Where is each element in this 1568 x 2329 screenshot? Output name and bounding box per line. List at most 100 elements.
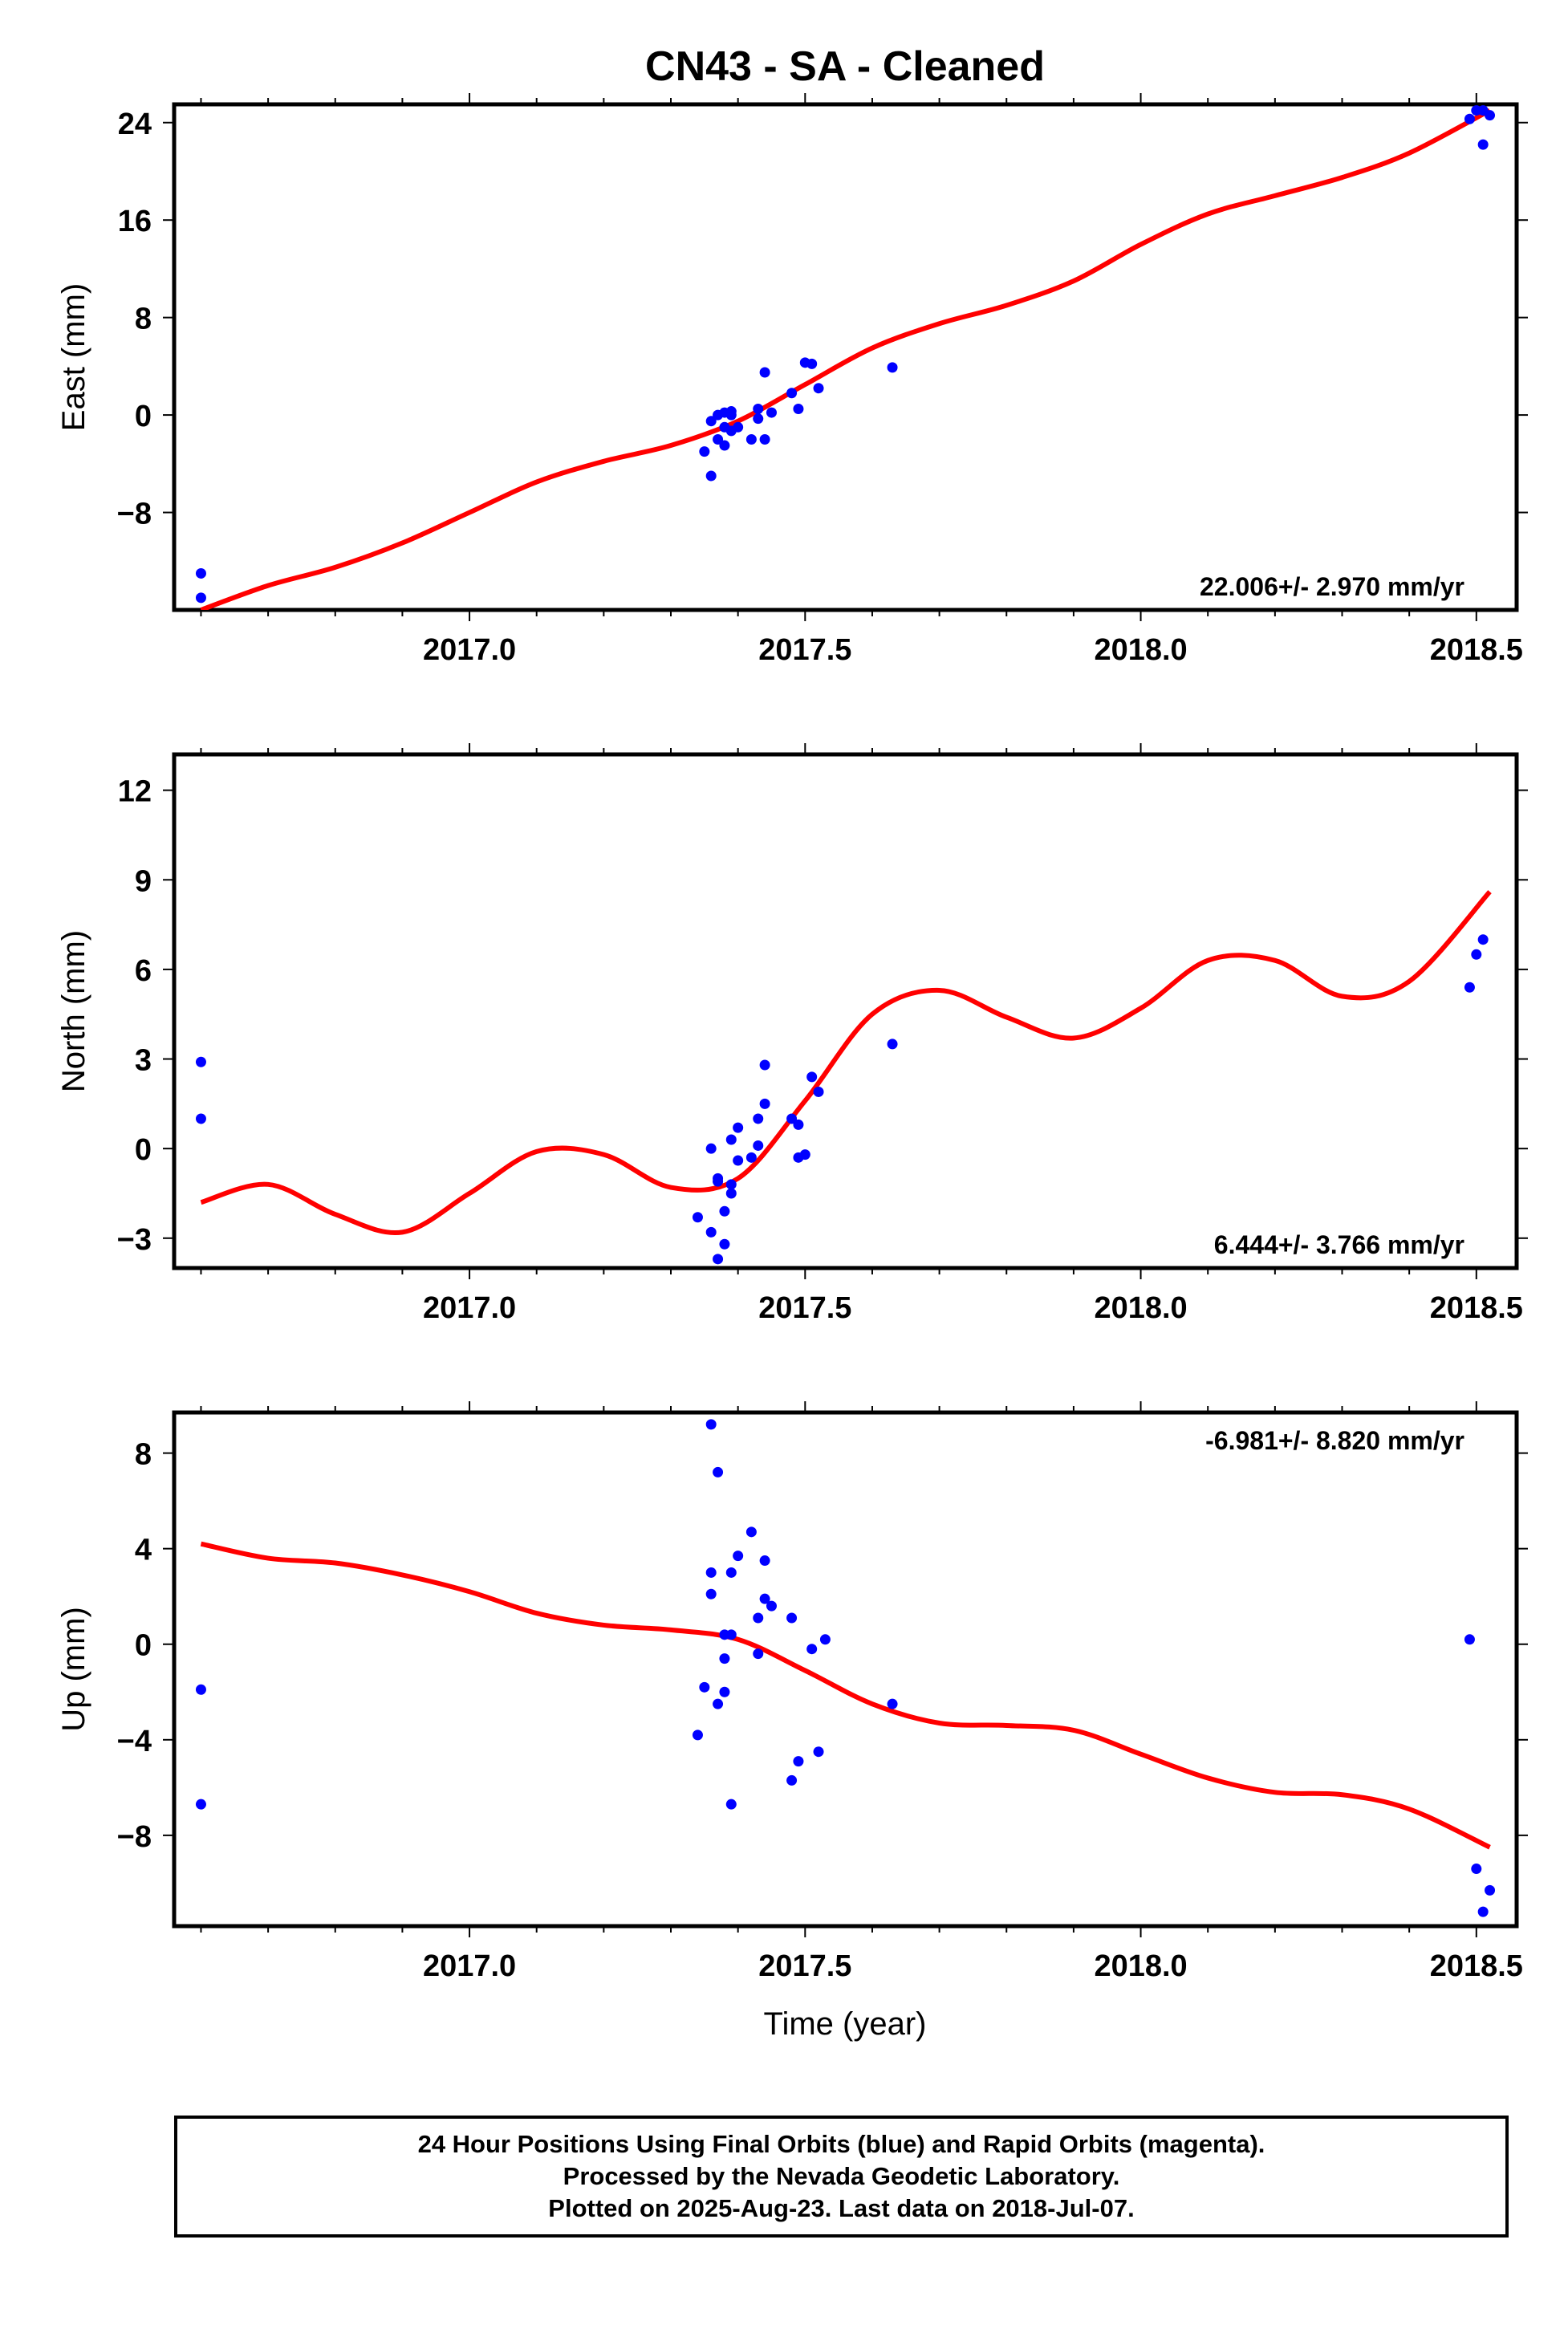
up-data-point bbox=[719, 1653, 730, 1664]
up-data-point bbox=[753, 1612, 764, 1624]
up-data-point bbox=[786, 1612, 798, 1624]
up-data-point bbox=[759, 1555, 770, 1567]
east-data-point bbox=[195, 592, 206, 604]
east-x-tick-label: 2017.5 bbox=[758, 633, 851, 667]
east-data-point bbox=[705, 416, 717, 427]
up-fit-curve bbox=[200, 1541, 1491, 1850]
north-data-point bbox=[725, 1134, 737, 1145]
up-data-point bbox=[1464, 1634, 1475, 1645]
east-data-point bbox=[786, 388, 798, 399]
north-data-point bbox=[705, 1226, 717, 1238]
north-x-tick-label: 2017.0 bbox=[423, 1291, 516, 1325]
east-x-tick-label: 2017.0 bbox=[423, 633, 516, 667]
up-y-tick-label: −4 bbox=[117, 1725, 152, 1758]
north-y-tick-label: 0 bbox=[135, 1133, 152, 1167]
x-axis-label: Time (year) bbox=[764, 2006, 927, 2042]
north-y-tick-label: −3 bbox=[117, 1223, 152, 1257]
north-data-point bbox=[793, 1119, 804, 1130]
up-x-tick-label: 2018.5 bbox=[1430, 1949, 1523, 1983]
north-data-point bbox=[705, 1143, 717, 1154]
north-data-point bbox=[1477, 934, 1489, 945]
east-data-point bbox=[733, 421, 744, 433]
north-y-axis-label: North (mm) bbox=[56, 930, 91, 1092]
figure-title: CN43 - SA - Cleaned bbox=[645, 43, 1045, 90]
north-data-point bbox=[713, 1176, 724, 1187]
east-data-point bbox=[705, 470, 717, 482]
up-data-point bbox=[713, 1698, 724, 1709]
east-data-point bbox=[1464, 113, 1475, 124]
north-y-tick-label: 9 bbox=[135, 864, 152, 898]
up-data-point bbox=[705, 1567, 717, 1578]
footer-line-dates: Plotted on 2025-Aug-23. Last data on 201… bbox=[548, 2194, 1135, 2222]
north-data-point bbox=[753, 1113, 764, 1124]
east-data-point bbox=[759, 367, 770, 378]
north-data-point bbox=[719, 1238, 730, 1250]
north-data-layer bbox=[195, 890, 1492, 1265]
east-data-point bbox=[753, 404, 764, 415]
up-data-point bbox=[719, 1686, 730, 1697]
up-velocity-label: -6.981+/- 8.820 mm/yr bbox=[1205, 1426, 1464, 1455]
east-data-point bbox=[1477, 139, 1489, 150]
north-data-point bbox=[799, 1149, 810, 1160]
processing-note-box: 24 Hour Positions Using Final Orbits (bl… bbox=[174, 2116, 1509, 2238]
east-data-point bbox=[793, 404, 804, 415]
up-data-point bbox=[692, 1729, 703, 1741]
north-data-point bbox=[813, 1086, 824, 1097]
north-y-tick-label: 12 bbox=[118, 775, 152, 809]
east-y-tick-label: 8 bbox=[135, 303, 152, 336]
east-data-point bbox=[713, 433, 724, 445]
footer-line-orbits: 24 Hour Positions Using Final Orbits (bl… bbox=[417, 2130, 1265, 2158]
up-data-point bbox=[1471, 1864, 1482, 1875]
east-data-point bbox=[195, 567, 206, 579]
east-data-point bbox=[753, 413, 764, 425]
north-data-point bbox=[733, 1122, 744, 1133]
north-data-point bbox=[719, 1205, 730, 1217]
north-data-point bbox=[713, 1254, 724, 1265]
north-data-point bbox=[725, 1188, 737, 1199]
up-data-point bbox=[793, 1756, 804, 1767]
east-y-tick-label: 16 bbox=[118, 205, 152, 238]
up-data-point bbox=[759, 1593, 770, 1604]
east-data-point bbox=[759, 433, 770, 445]
north-fit-curve bbox=[200, 890, 1492, 1236]
up-data-point bbox=[806, 1644, 818, 1655]
footer-line-processor: Processed by the Nevada Geodetic Laborat… bbox=[563, 2162, 1120, 2190]
up-data-point bbox=[699, 1681, 710, 1693]
up-y-tick-label: −8 bbox=[117, 1820, 152, 1854]
east-data-point bbox=[745, 433, 757, 445]
east-panel: 2017.0 2017.5 2018.0 2018.5 24 16 8 0 −8 East (mm… bbox=[56, 93, 1528, 667]
up-x-tick-label: 2017.5 bbox=[758, 1949, 851, 1983]
up-data-point bbox=[195, 1684, 206, 1695]
east-fit-curve bbox=[200, 108, 1491, 610]
up-data-point bbox=[725, 1799, 737, 1810]
east-plot-frame bbox=[172, 102, 1519, 612]
up-data-point bbox=[766, 1600, 777, 1612]
north-data-point bbox=[692, 1212, 703, 1223]
up-data-point bbox=[1477, 1906, 1489, 1917]
up-data-layer bbox=[195, 1419, 1496, 1917]
north-data-point bbox=[786, 1113, 798, 1124]
east-velocity-label: 22.006+/- 2.970 mm/yr bbox=[1200, 572, 1464, 601]
north-y-tick-label: 3 bbox=[135, 1044, 152, 1078]
north-x-tick-label: 2018.5 bbox=[1430, 1291, 1523, 1325]
north-data-point bbox=[733, 1155, 744, 1166]
north-data-point bbox=[753, 1140, 764, 1151]
north-data-point bbox=[887, 1038, 898, 1050]
up-plot-frame bbox=[172, 1410, 1519, 1929]
up-data-point bbox=[745, 1526, 757, 1538]
north-data-point bbox=[195, 1113, 206, 1124]
up-data-point bbox=[753, 1648, 764, 1660]
north-data-point bbox=[1471, 949, 1482, 960]
east-data-point bbox=[719, 440, 730, 451]
east-y-axis-label: East (mm) bbox=[56, 283, 91, 431]
north-data-point bbox=[745, 1152, 757, 1163]
up-y-tick-label: 4 bbox=[135, 1534, 152, 1567]
up-data-point bbox=[713, 1466, 724, 1477]
east-data-point bbox=[1485, 110, 1496, 121]
east-x-tick-label: 2018.0 bbox=[1094, 633, 1187, 667]
north-x-tick-label: 2018.0 bbox=[1094, 1291, 1187, 1325]
east-x-tick-label: 2018.5 bbox=[1430, 633, 1523, 667]
up-data-point bbox=[887, 1698, 898, 1709]
east-data-point bbox=[725, 409, 737, 421]
